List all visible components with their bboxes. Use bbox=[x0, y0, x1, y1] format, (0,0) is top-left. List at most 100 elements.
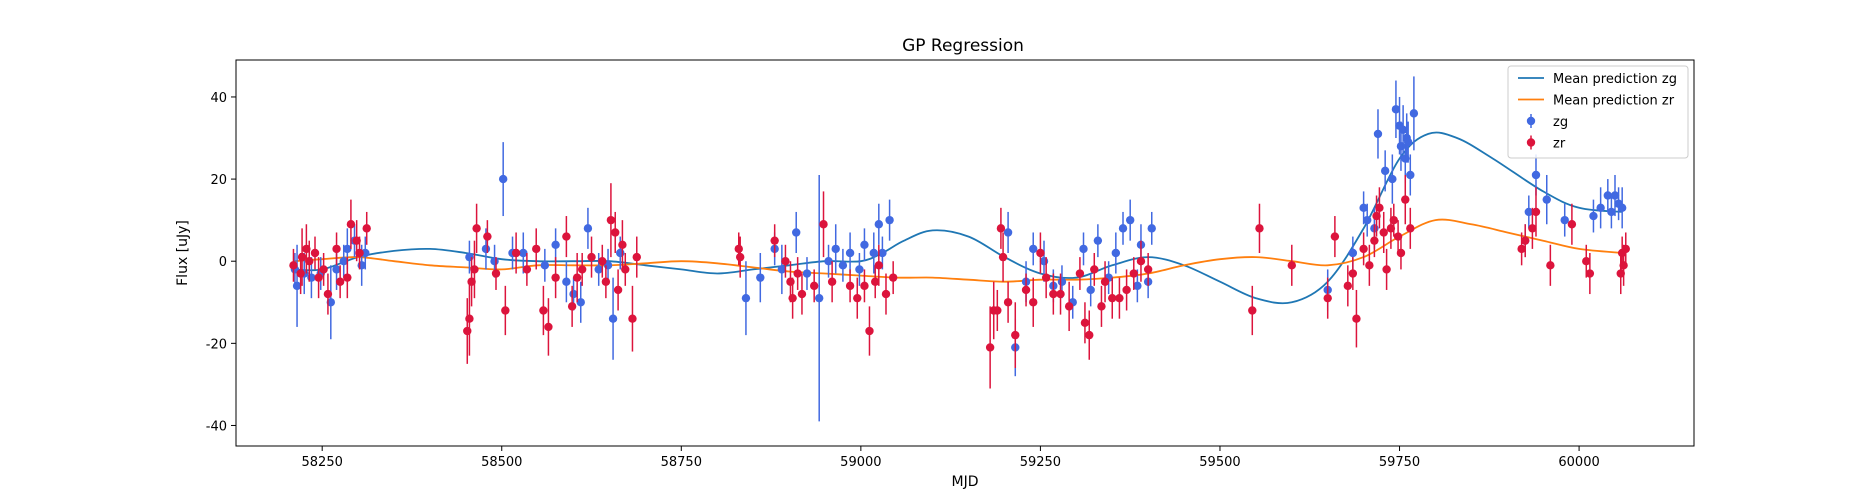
zr-point bbox=[1085, 330, 1094, 340]
zr-point bbox=[362, 224, 371, 233]
zr-point bbox=[621, 265, 630, 274]
zg-point bbox=[838, 261, 848, 270]
zr-point bbox=[618, 240, 627, 249]
zr-point bbox=[1386, 224, 1396, 233]
zr-point bbox=[1136, 257, 1146, 266]
zr-point bbox=[632, 252, 641, 262]
zg-point bbox=[1388, 174, 1397, 184]
zr-point bbox=[1011, 330, 1020, 340]
zg-point bbox=[756, 273, 765, 282]
zr-point bbox=[1375, 203, 1384, 213]
zr-point bbox=[860, 281, 869, 291]
zr-point bbox=[1064, 302, 1074, 311]
zr-point bbox=[572, 273, 582, 282]
zg-point bbox=[878, 248, 887, 258]
zr-point bbox=[1406, 224, 1415, 233]
legend-label: zg bbox=[1553, 115, 1568, 130]
zr-point bbox=[463, 326, 472, 336]
zg-point bbox=[519, 248, 528, 258]
zr-point bbox=[1382, 265, 1391, 274]
zg-point bbox=[551, 240, 560, 249]
zg-point bbox=[1057, 277, 1067, 286]
zg-point bbox=[815, 293, 824, 303]
plot-area bbox=[289, 76, 1630, 422]
legend-marker-swatch bbox=[1526, 138, 1536, 147]
zg-point bbox=[1589, 211, 1598, 221]
zr-point bbox=[1330, 232, 1340, 241]
legend-label: Mean prediction zg bbox=[1553, 72, 1677, 87]
x-axis-label: MJD bbox=[952, 474, 979, 490]
zr-point bbox=[577, 265, 587, 274]
zr-point bbox=[1255, 224, 1264, 233]
zr-point bbox=[319, 265, 328, 274]
zr-point bbox=[985, 343, 995, 352]
y-tick-label: -20 bbox=[206, 337, 227, 352]
zr-point bbox=[1323, 293, 1332, 303]
zr-point bbox=[865, 326, 874, 336]
zr-point bbox=[491, 269, 501, 278]
zr-point bbox=[1396, 248, 1406, 258]
zr-point bbox=[1122, 285, 1131, 295]
zr-point bbox=[1003, 298, 1013, 307]
zg-point bbox=[594, 265, 603, 274]
zr-point bbox=[996, 224, 1006, 233]
zr-point bbox=[297, 252, 307, 262]
zg-point bbox=[343, 244, 352, 254]
zg-point bbox=[1380, 166, 1390, 176]
zr-point bbox=[1531, 207, 1541, 217]
zr-point bbox=[1049, 289, 1058, 299]
zr-point bbox=[1090, 265, 1099, 274]
zr-point bbox=[1036, 248, 1045, 258]
zg-point bbox=[1125, 215, 1135, 225]
zr-point bbox=[1143, 265, 1153, 274]
zr-point bbox=[871, 277, 880, 286]
zg-point bbox=[860, 240, 869, 249]
zr-point bbox=[1521, 236, 1530, 245]
zg-point bbox=[1396, 142, 1406, 151]
zg-point bbox=[792, 228, 801, 237]
zg-point bbox=[885, 215, 894, 225]
zr-point bbox=[1080, 318, 1090, 328]
zr-point bbox=[735, 252, 745, 262]
zg-point bbox=[1079, 244, 1088, 254]
zr-point bbox=[598, 257, 607, 266]
zr-point bbox=[1248, 306, 1257, 315]
zg-point bbox=[608, 314, 618, 323]
x-tick-label: 59500 bbox=[1199, 455, 1240, 470]
zg-point bbox=[1607, 207, 1616, 217]
zr-point bbox=[296, 269, 305, 278]
zr-point bbox=[587, 252, 596, 262]
zg-point bbox=[1596, 203, 1605, 213]
zr-point bbox=[305, 257, 314, 266]
zr-point bbox=[628, 314, 637, 323]
zr-point bbox=[888, 273, 898, 282]
zg-point bbox=[831, 244, 840, 254]
zr-point bbox=[809, 281, 819, 291]
zg-point bbox=[1363, 215, 1372, 225]
zg-point bbox=[1391, 105, 1401, 114]
zr-point bbox=[544, 322, 553, 332]
zr-point bbox=[1401, 195, 1410, 204]
zg-point bbox=[332, 265, 341, 274]
chart-title: GP Regression bbox=[902, 36, 1024, 56]
zr-point bbox=[819, 220, 828, 229]
zg-point bbox=[777, 265, 787, 274]
zr-point bbox=[1616, 269, 1625, 278]
zr-point bbox=[355, 248, 364, 258]
zr-point bbox=[470, 265, 479, 274]
zr-point bbox=[352, 236, 361, 245]
zg-point bbox=[339, 257, 348, 266]
zr-point bbox=[1546, 261, 1555, 270]
zr-point bbox=[786, 277, 795, 286]
zg-point bbox=[292, 281, 302, 291]
zr-point bbox=[1582, 257, 1591, 266]
zg-point bbox=[1403, 137, 1413, 147]
zr-point bbox=[788, 293, 797, 303]
zr-point bbox=[1528, 224, 1537, 233]
zg-point bbox=[326, 298, 336, 307]
x-tick-label: 59750 bbox=[1379, 455, 1420, 470]
zg-point bbox=[874, 220, 884, 229]
zr-point bbox=[1343, 281, 1353, 291]
zr-point bbox=[1352, 314, 1361, 323]
